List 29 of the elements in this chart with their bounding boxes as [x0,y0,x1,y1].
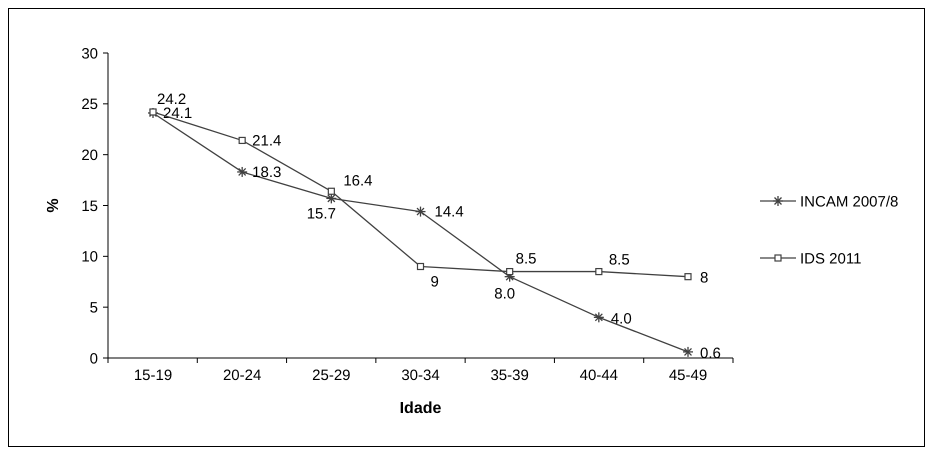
data-label: 21.4 [252,132,282,150]
x-tick-label: 15-19 [134,367,172,384]
x-axis-title: Idade [400,400,442,417]
legend-label: INCAM 2007/8 [800,193,898,210]
x-tick-label: 35-39 [490,367,529,384]
data-label: 8.0 [494,286,516,303]
y-tick-label: 25 [81,96,98,114]
data-label: 15.7 [306,205,336,222]
y-tick-label: 15 [81,198,98,215]
data-label: 18.3 [252,164,282,181]
data-label: 14.4 [434,204,464,221]
data-label: 16.4 [343,172,373,190]
y-axis-title: % [45,198,62,213]
data-label: 8.5 [608,252,630,269]
data-label: 8 [700,270,708,287]
x-tick-label: 25-29 [312,367,351,384]
data-label: 8.5 [516,250,537,268]
y-tick-label: 20 [81,146,98,164]
y-tick-label: 5 [90,299,98,316]
x-tick-label: 30-34 [401,367,440,384]
x-tick-label: 40-44 [580,367,618,384]
x-tick-label: 45-49 [668,367,708,384]
y-tick-label: 0 [90,350,98,368]
x-tick-label: 20-24 [222,367,262,384]
data-label: 9 [430,274,439,290]
legend-label: IDS 2011 [800,250,862,268]
y-tick-label: 10 [81,248,98,266]
y-tick-label: 30 [81,45,98,62]
data-label: 4.0 [610,310,632,328]
